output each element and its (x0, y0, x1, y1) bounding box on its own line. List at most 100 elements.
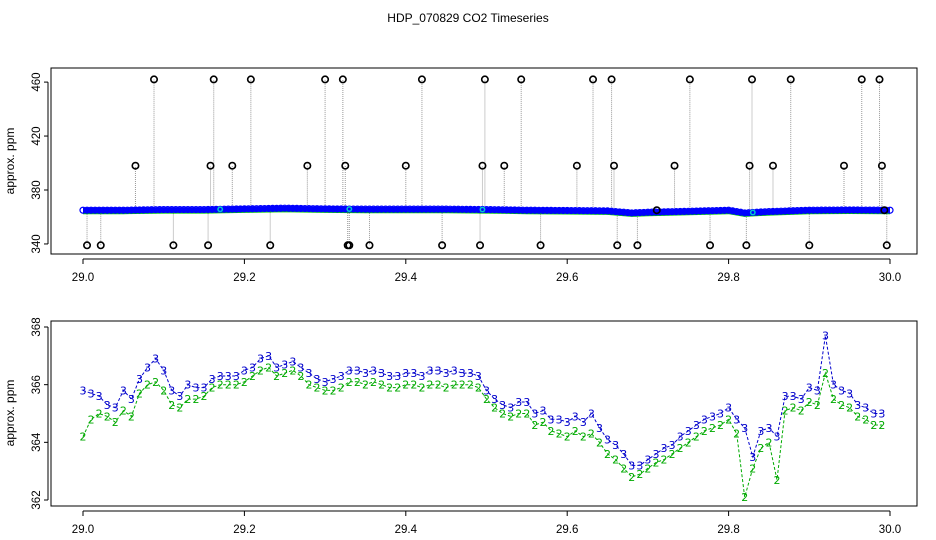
series-3-point: 3 (741, 422, 748, 435)
outlier-point (131, 161, 140, 170)
baseline-point (850, 206, 858, 214)
series-2-point: 2 (394, 382, 401, 395)
series-3-point: 3 (548, 413, 555, 426)
series-2-point: 2 (782, 405, 789, 418)
series-2-point: 2 (806, 396, 813, 409)
baseline-point (135, 206, 144, 214)
baseline-point (232, 205, 240, 213)
series-3-point: 3 (790, 390, 797, 403)
baseline-point (438, 205, 446, 213)
baseline-point (482, 205, 491, 214)
baseline-point (377, 205, 386, 213)
series-3-point: 3 (201, 382, 208, 395)
outlier-point (401, 161, 410, 170)
series-3-point: 3 (709, 410, 716, 423)
baseline-point (507, 206, 515, 214)
series-3-point: 3 (330, 373, 337, 386)
series-2-point: 2 (168, 399, 175, 412)
baseline-point (79, 206, 87, 214)
series-3-point: 3 (862, 402, 869, 415)
series-3-point: 3 (217, 370, 224, 383)
series-3-point: 3 (483, 384, 490, 397)
outlier-point (857, 75, 866, 84)
outlier-point (877, 161, 886, 170)
chart-title: HDP_070829 CO2 Timeseries (387, 11, 548, 25)
baseline-point (357, 205, 366, 213)
baseline-point (620, 208, 628, 216)
baseline-point (293, 204, 301, 213)
baseline-point (285, 204, 293, 212)
series-2-point: 2 (314, 382, 321, 395)
baseline-point (523, 206, 531, 214)
series-2-point: 2 (822, 367, 829, 380)
series-2-point: 2 (556, 428, 563, 441)
series-2-point: 2 (241, 376, 248, 389)
series-3-point: 3 (257, 353, 264, 366)
baseline-point (607, 207, 616, 215)
top-y-tick-label: 460 (31, 72, 43, 91)
series-3-point: 3 (467, 367, 474, 380)
baseline-point (156, 206, 164, 214)
bottom-y-axis: 362 364 366 368 (31, 317, 49, 510)
outlier-point (589, 75, 598, 84)
baseline-point (361, 205, 370, 213)
baseline-point (305, 205, 313, 213)
baseline-point (543, 206, 551, 214)
series-2-point: 2 (217, 379, 224, 392)
series-2-point: 2 (201, 390, 208, 403)
baseline-point (297, 204, 305, 213)
baseline-point (236, 205, 244, 213)
baseline-point (333, 205, 341, 213)
series-3-point: 3 (798, 393, 805, 406)
outlier-point (345, 241, 354, 250)
series-3-point: 3 (814, 384, 821, 397)
outlier-point (204, 241, 213, 250)
series-2-point: 2 (798, 405, 805, 418)
bottom-plot-area: 22 2 2 22 222 222 22 2 22 2 2 2 2 2 2 22 2 2 22 2 2 2 2 2 2 2 2 2 2 2… (80, 330, 886, 504)
series-2-point: 2 (757, 442, 764, 455)
baseline-point (269, 204, 277, 213)
baseline-point (382, 205, 390, 213)
outlier-point (572, 161, 581, 170)
bottom-y-axis-label: approx. ppm (3, 380, 17, 447)
series-2-point: 2 (717, 419, 724, 432)
outlier-point (607, 75, 616, 84)
baseline-point (729, 207, 737, 215)
baseline-point (426, 205, 434, 213)
series-3-point: 3 (774, 431, 781, 444)
series-2-point: 2 (636, 468, 643, 481)
baseline-point (240, 205, 248, 213)
baseline-point (846, 206, 854, 214)
baseline-point (450, 205, 458, 213)
baseline-point (95, 206, 103, 214)
outlier-point (96, 241, 105, 250)
outlier-point (742, 241, 751, 250)
series-2-point: 2 (515, 408, 522, 421)
baseline-point (414, 205, 422, 213)
series-3-point: 3 (427, 364, 434, 377)
series-3-point: 3 (249, 361, 256, 374)
series-2-point: 2 (644, 462, 651, 475)
outlier-point (745, 161, 754, 170)
outlier-point (633, 241, 642, 250)
baseline-point (216, 205, 224, 213)
top-x-tick-label: 29.8 (717, 272, 739, 284)
baseline-point (503, 206, 511, 214)
bottom-y-tick-label: 364 (31, 432, 43, 452)
baseline-point (99, 206, 107, 214)
baseline-point (551, 206, 559, 215)
baseline-point (632, 209, 640, 217)
series-2-point: 2 (604, 448, 611, 461)
baseline-point (281, 204, 289, 212)
baseline-point (474, 205, 483, 214)
series-3-point: 3 (749, 451, 756, 464)
series-2-point: 2 (507, 410, 514, 423)
baseline-point (519, 206, 527, 214)
series-3-point: 3 (152, 353, 159, 366)
series-2-point: 2 (814, 399, 821, 412)
baseline-point (821, 206, 830, 214)
outlier-point (882, 241, 891, 250)
series-2-point: 2 (330, 384, 337, 397)
series-2-point: 2 (386, 382, 393, 395)
series-2-point: 2 (338, 382, 345, 395)
